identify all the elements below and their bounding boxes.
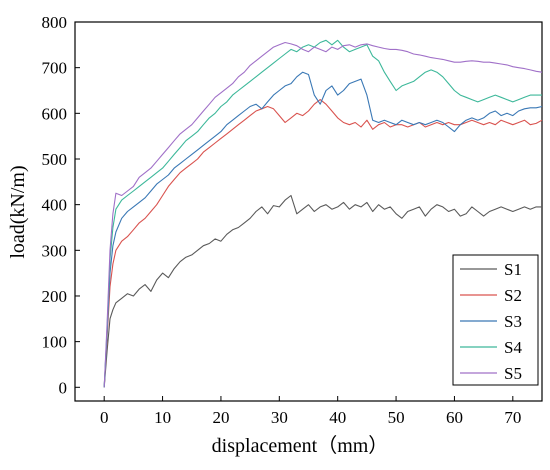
x-tick-label: 10 xyxy=(154,408,171,427)
series-line-s4 xyxy=(103,39,542,388)
y-axis-title: load(kN/m) xyxy=(7,165,29,258)
series-layer xyxy=(103,39,543,388)
x-axis: 0 10 20 30 40 50 60 70 xyxy=(100,396,521,427)
y-tick-label: 200 xyxy=(42,287,68,306)
legend: S1 S2 S3 S4 S5 xyxy=(452,254,539,386)
y-tick-label: 700 xyxy=(42,59,68,78)
y-tick-label: 0 xyxy=(59,378,68,397)
series-line-s2 xyxy=(103,99,543,388)
x-tick-label: 20 xyxy=(212,408,229,427)
legend-label-s3: S3 xyxy=(504,312,522,331)
legend-label-s4: S4 xyxy=(504,338,522,357)
y-tick-label: 300 xyxy=(42,241,68,260)
y-tick-label: 100 xyxy=(42,333,68,352)
x-tick-label: 60 xyxy=(446,408,463,427)
x-axis-title: displacement（mm） xyxy=(212,434,389,457)
x-tick-label: 0 xyxy=(100,408,109,427)
y-tick-label: 500 xyxy=(42,150,68,169)
series-line-s1 xyxy=(103,194,542,388)
legend-label-s1: S1 xyxy=(504,260,522,279)
series-line-s3 xyxy=(103,71,543,388)
y-tick-label: 800 xyxy=(42,13,68,32)
y-tick-label: 600 xyxy=(42,104,68,123)
series-line-s5 xyxy=(103,41,543,388)
y-tick-label: 400 xyxy=(42,196,68,215)
x-tick-label: 50 xyxy=(388,408,405,427)
x-tick-label: 40 xyxy=(329,408,346,427)
x-tick-label: 70 xyxy=(504,408,521,427)
x-tick-label: 30 xyxy=(271,408,288,427)
legend-label-s5: S5 xyxy=(504,364,522,383)
legend-box xyxy=(452,254,539,386)
legend-label-s2: S2 xyxy=(504,286,522,305)
y-axis: 0 100 200 300 400 500 600 700 800 xyxy=(42,13,80,397)
plot-frame xyxy=(74,21,543,402)
